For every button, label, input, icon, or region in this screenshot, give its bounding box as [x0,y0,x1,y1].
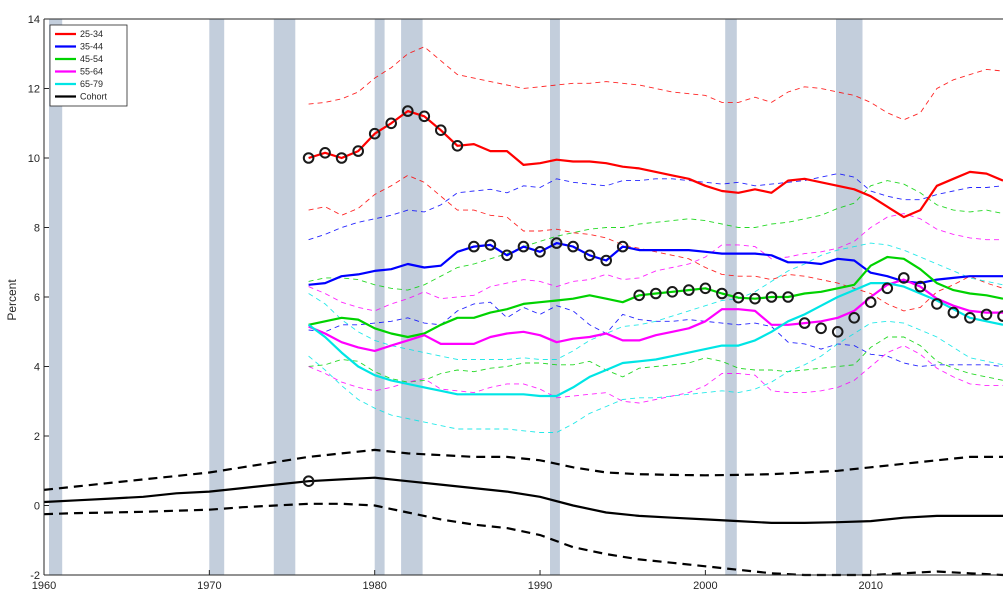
cohort-marker-43 [302,475,315,488]
cohort-marker-10 [468,240,480,253]
recession-band-3 [374,19,385,575]
cohort-marker-34 [864,296,877,309]
cohort-marker-0 [302,152,315,164]
cohort-marker-32 [831,326,844,338]
cohort-marker-22 [666,286,679,298]
recession-band-2 [273,19,296,575]
cohort-marker-7 [418,110,431,123]
cohort-marker-8 [435,124,447,136]
cohort-marker-11 [484,239,497,251]
cohort-marker-36 [898,272,910,284]
cohort-marker-16 [567,240,579,253]
cohort-marker-30 [798,317,811,329]
cohort-marker-20 [633,289,646,302]
ci-upper-1 [308,173,1003,241]
cohort-marker-39 [947,306,960,319]
cohort-marker-38 [931,298,943,310]
series-line-1 [308,242,1003,286]
x-tick-label: 1980 [362,580,386,592]
y-tick-label: 8 [34,223,40,235]
ci-lower-4 [308,320,1003,433]
cohort-marker-29 [782,291,794,303]
legend-label: 25-34 [80,29,103,39]
series-line-3 [308,278,1003,352]
x-tick-label: 2000 [693,580,717,592]
cohort-marker-41 [980,308,993,321]
cohort-marker-37 [914,280,927,293]
x-tick-label: 1970 [197,580,221,592]
cohort-marker-33 [848,312,861,324]
legend-label: 35-44 [80,42,103,52]
cohort-marker-40 [964,312,976,324]
cohort-marker-1 [319,147,331,159]
y-tick-label: 12 [28,84,40,96]
cohort-marker-23 [683,284,695,296]
cohort-marker-6 [402,105,414,117]
recession-band-5 [550,19,560,575]
y-tick-label: 2 [34,431,40,443]
series-line-2 [308,255,1003,339]
cohort-marker-19 [616,240,629,253]
cohort-marker-35 [881,282,894,295]
cohort-marker-13 [517,240,530,253]
x-tick-label: 1990 [528,580,552,592]
cohort-marker-3 [352,145,365,157]
cohort-marker-28 [765,291,778,303]
legend-box [49,24,128,107]
series-line-5 [43,476,1003,524]
legend-label: 45-54 [80,54,103,64]
cohort-marker-24 [699,282,712,295]
y-tick-label: 0 [34,501,40,513]
legend: 25-34 35-44 45-54 55-64 65-79 Cohort [49,24,128,107]
cohort-marker-31 [815,322,827,335]
axes: -2 0 2 4 6 8 10 12 14 1960 1970 1980 1990 2000 2010 [28,14,1003,592]
ci-upper-5 [43,448,1003,491]
cohort-marker-26 [732,291,745,304]
ci-upper-4 [308,242,1003,360]
x-tick-label: 1960 [32,580,56,592]
ci-lower-0 [308,174,1003,312]
cohort-marker-15 [550,237,563,249]
y-tick-label: 10 [28,153,40,165]
y-tick-label: 14 [28,14,40,26]
cohort-marker-18 [600,254,613,267]
y-axis-title: Percent [5,279,19,321]
ci-lower-5 [43,502,1003,577]
ci-lower-2 [308,336,1003,383]
recession-band-0 [49,19,63,575]
cohort-marker-2 [335,152,348,164]
series-lines [43,110,1003,524]
cohort-marker-14 [534,246,546,258]
series-line-0 [308,110,1003,219]
cohort-marker-17 [583,249,596,262]
legend-label: 55-64 [80,67,103,77]
cohort-marker-9 [451,140,464,152]
legend-label: 65-79 [80,79,103,89]
cohort-marker-4 [368,127,381,140]
cohort-marker-25 [716,287,728,300]
x-tick-label: 2010 [858,580,882,592]
confidence-bands [43,46,1003,577]
y-tick-label: 6 [34,292,40,304]
cohort-marker-27 [749,292,761,305]
y-tick-label: 4 [34,362,40,374]
recession-band-1 [209,19,225,575]
cohort-marker-5 [385,117,398,130]
cohort-marker-21 [650,287,662,300]
cohort-marker-12 [501,249,513,262]
ci-lower-3 [308,345,1003,404]
cohort-marker-42 [997,310,1003,322]
cohort-markers [302,105,1003,488]
recession-band-6 [725,19,737,575]
y-tick-label: -2 [30,570,40,582]
ci-upper-2 [308,180,1003,291]
legend-label: Cohort [80,92,108,102]
ci-upper-3 [308,213,1003,312]
